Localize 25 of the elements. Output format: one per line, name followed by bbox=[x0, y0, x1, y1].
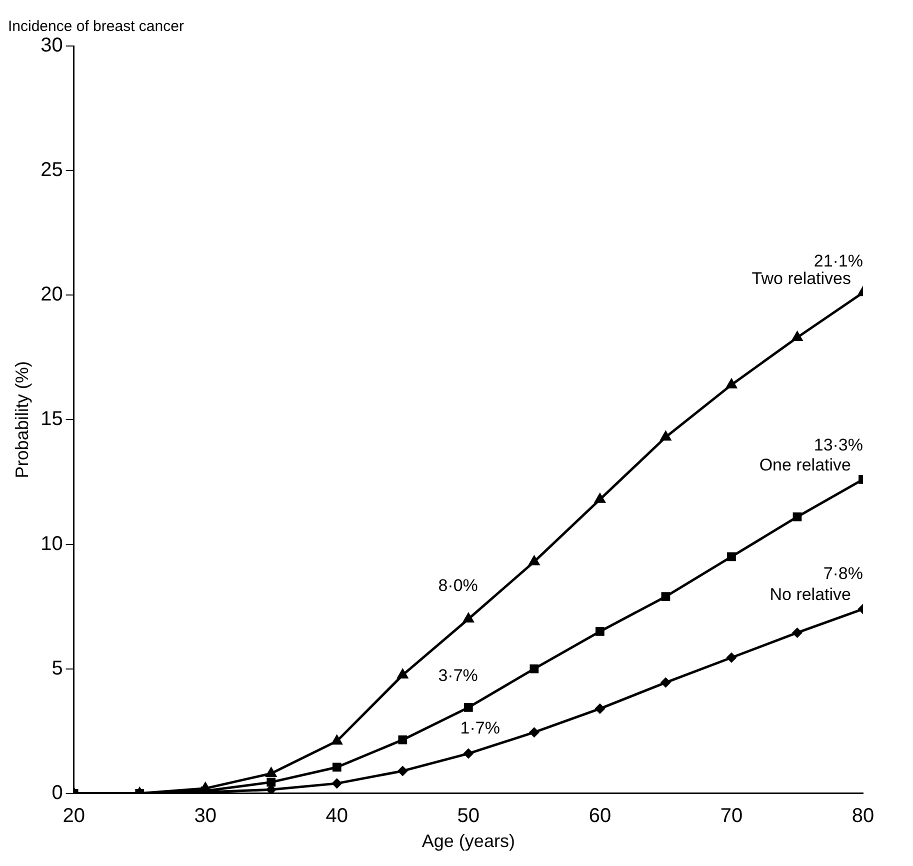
annotation: 8·0% bbox=[438, 576, 478, 595]
x-tick-label: 80 bbox=[852, 804, 874, 827]
y-axis-title: Probability (%) bbox=[12, 361, 32, 478]
x-tick-label: 60 bbox=[588, 804, 612, 827]
series-label: No relative bbox=[770, 585, 851, 604]
y-tick-label: 0 bbox=[52, 782, 63, 804]
annotation: 13·3% bbox=[814, 435, 863, 454]
annotation: 3·7% bbox=[438, 666, 478, 686]
series-label: Two relatives bbox=[752, 268, 851, 288]
x-tick-label: 30 bbox=[194, 804, 216, 827]
y-tick-label: 30 bbox=[40, 34, 63, 57]
series-label: One relative bbox=[759, 456, 851, 475]
y-tick-label: 20 bbox=[40, 284, 63, 306]
x-tick-label: 50 bbox=[457, 804, 480, 827]
x-tick-label: 70 bbox=[720, 804, 743, 827]
chart-title: Incidence of breast cancer bbox=[8, 18, 184, 36]
annotation: 21·1% bbox=[814, 251, 863, 270]
y-tick-label: 10 bbox=[40, 532, 63, 555]
x-axis-title: Age (years) bbox=[422, 831, 515, 852]
y-tick-label: 25 bbox=[40, 159, 63, 182]
annotation: 1·7% bbox=[460, 718, 500, 738]
y-tick-label: 5 bbox=[52, 657, 63, 680]
y-tick-label: 15 bbox=[40, 408, 63, 430]
annotation: 7·8% bbox=[823, 564, 863, 583]
x-tick-label: 40 bbox=[326, 804, 348, 827]
